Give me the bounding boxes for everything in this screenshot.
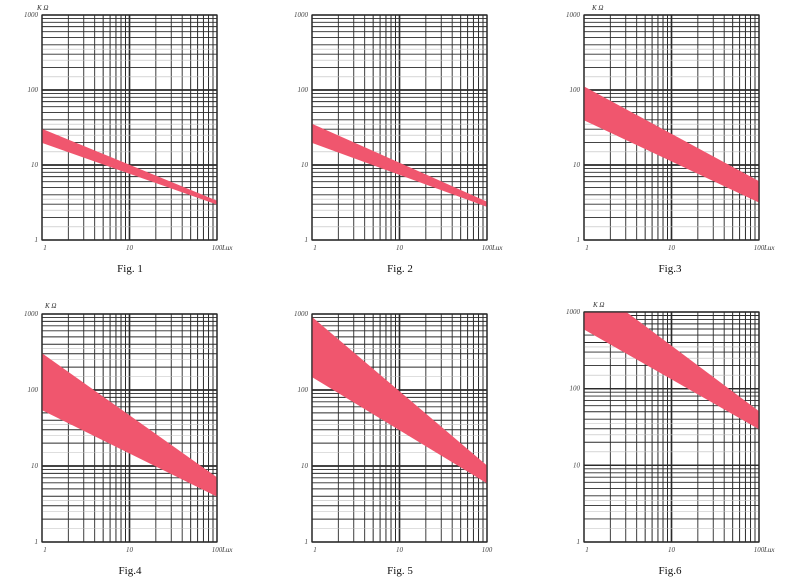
plot-frame xyxy=(41,313,218,543)
y-tick-label: 1 xyxy=(305,236,309,244)
plot-frame xyxy=(583,14,760,241)
plot-frame xyxy=(311,313,488,543)
y-tick-label: 100 xyxy=(570,86,581,94)
y-tick-label: 100 xyxy=(28,86,39,94)
figure-caption: Fig.4 xyxy=(119,565,142,577)
x-axis-label: Lux xyxy=(763,546,775,554)
y-axis-label: K Ω xyxy=(591,4,603,12)
y-tick-label: 10 xyxy=(31,462,39,470)
x-tick-label: 100 xyxy=(754,244,765,252)
x-tick-label: 1 xyxy=(313,244,317,252)
x-tick-label: 100 xyxy=(482,546,493,554)
grid xyxy=(583,14,760,241)
figure-caption: Fig.6 xyxy=(659,565,682,577)
y-tick-label: 10 xyxy=(31,161,39,169)
x-tick-label: 100 xyxy=(482,244,493,252)
x-tick-label: 1 xyxy=(43,546,47,554)
y-tick-label: 10 xyxy=(573,161,581,169)
x-tick-label: 1 xyxy=(585,244,589,252)
figure-caption: Fig. 2 xyxy=(387,263,413,275)
x-tick-label: 1 xyxy=(313,546,317,554)
y-tick-label: 100 xyxy=(570,385,581,393)
plot-frame xyxy=(41,14,218,241)
figure-caption: Fig. 5 xyxy=(387,565,413,577)
y-tick-label: 1 xyxy=(35,538,39,546)
x-axis-label: Lux xyxy=(491,244,503,252)
x-axis-label: Lux xyxy=(221,244,233,252)
y-tick-label: 1000 xyxy=(24,310,39,318)
x-tick-label: 10 xyxy=(668,546,676,554)
y-tick-label: 10 xyxy=(301,161,309,169)
grid xyxy=(311,14,488,241)
y-tick-label: 1000 xyxy=(294,11,309,19)
y-tick-label: 10 xyxy=(301,462,309,470)
figure-caption: Fig. 1 xyxy=(117,263,143,275)
x-tick-label: 10 xyxy=(668,244,676,252)
y-tick-label: 1 xyxy=(577,236,581,244)
chart-panel-5: 1 10 100 1000 1 10 100 Fig. 5 xyxy=(294,310,493,577)
plot-frame xyxy=(311,14,488,241)
y-axis-label: K Ω xyxy=(36,4,48,12)
y-tick-label: 100 xyxy=(298,386,309,394)
plot-frame xyxy=(583,311,760,543)
figure-caption: Fig.3 xyxy=(659,263,682,275)
y-tick-label: 1 xyxy=(305,538,309,546)
y-tick-label: 1 xyxy=(35,236,39,244)
y-tick-label: 100 xyxy=(298,86,309,94)
y-tick-label: 1 xyxy=(577,538,581,546)
x-tick-label: 1 xyxy=(43,244,47,252)
y-tick-label: 100 xyxy=(28,386,39,394)
y-tick-label: 1000 xyxy=(24,11,39,19)
y-tick-label: 10 xyxy=(573,461,581,469)
x-tick-label: 10 xyxy=(126,546,134,554)
x-tick-label: 100 xyxy=(212,244,223,252)
x-tick-label: 10 xyxy=(396,244,404,252)
x-tick-label: 100 xyxy=(754,546,765,554)
y-tick-label: 1000 xyxy=(294,310,309,318)
grid xyxy=(41,14,218,241)
y-tick-label: 1000 xyxy=(566,308,581,316)
y-axis-label: K Ω xyxy=(592,301,604,309)
x-tick-label: 100 xyxy=(212,546,223,554)
y-axis-label: K Ω xyxy=(44,302,56,310)
x-axis-label: Lux xyxy=(763,244,775,252)
y-tick-label: 1000 xyxy=(566,11,581,19)
x-tick-label: 10 xyxy=(126,244,134,252)
x-axis-label: Lux xyxy=(221,546,233,554)
x-tick-label: 10 xyxy=(396,546,404,554)
x-tick-label: 1 xyxy=(585,546,589,554)
